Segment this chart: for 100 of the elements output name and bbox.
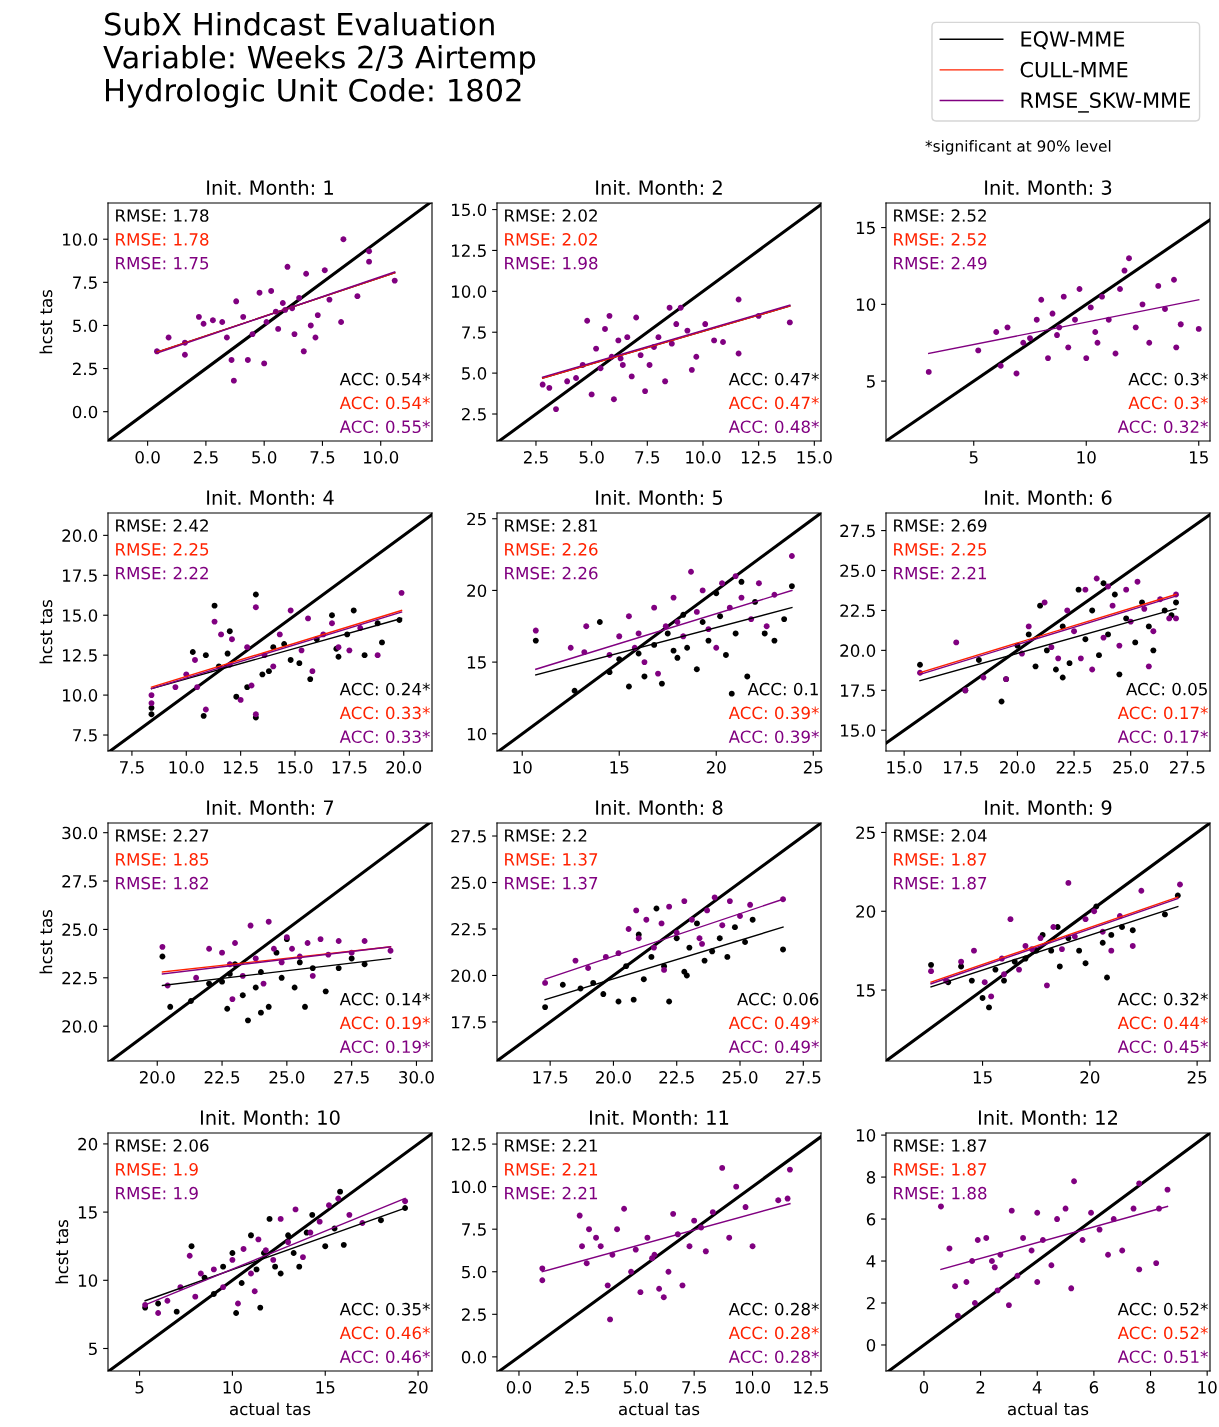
y-tick-label: 4: [866, 1255, 876, 1268]
x-tick-label: 0.0: [135, 451, 160, 464]
y-axis-title: hcst tas: [39, 289, 53, 354]
x-tick-label: 10: [1198, 1381, 1217, 1394]
y-tick-label: 15: [78, 1206, 97, 1219]
annotation: RMSE: 2.04: [894, 829, 987, 842]
annotation: RMSE: 1.37: [505, 853, 598, 866]
y-tick-label: 17.5: [841, 684, 875, 697]
chart-title: Init. Month: 11: [589, 1109, 729, 1125]
annotation: ACC: 0.17*: [1117, 730, 1208, 744]
annotation: ACC: 0.51*: [1117, 1350, 1208, 1364]
annotation: ACC: 0.05: [1126, 682, 1207, 696]
annotation: RMSE: 1.78: [116, 209, 209, 222]
y-tick-label: 2.5: [461, 407, 486, 421]
y-tick-label: 10.0: [63, 233, 98, 246]
x-tick-label: 25.0: [1113, 761, 1149, 774]
annotation: RMSE: 2.81: [505, 519, 598, 532]
x-tick-label: 15.0: [887, 761, 922, 774]
x-tick-label: 20.0: [1000, 761, 1035, 774]
annotation: RMSE: 1.85: [116, 853, 209, 866]
annotation: RMSE: 1.78: [116, 233, 209, 246]
x-tick-label: 17.5: [332, 761, 367, 774]
annotation: RMSE: 2.22: [116, 566, 208, 580]
chart-title: Init. Month: 1: [207, 179, 333, 195]
annotation: RMSE: 1.75: [116, 256, 209, 270]
legend-label: CULL-MME: [1020, 61, 1128, 78]
y-tick-label: 15.0: [452, 203, 487, 217]
y-tick-label: 27.5: [840, 524, 875, 538]
annotation: RMSE: 2.21: [505, 1163, 598, 1176]
y-tick-label: 25.0: [62, 923, 98, 936]
annotation: RMSE: 1.87: [894, 1163, 987, 1176]
annotation: ACC: 0.47*: [728, 396, 819, 410]
y-tick-label: 20: [467, 584, 487, 597]
annotation: ACC: 0.49*: [728, 1016, 819, 1030]
x-tick-label: 12.5: [794, 1381, 829, 1394]
x-tick-label: 15: [973, 1071, 992, 1084]
y-tick-label: 7.5: [73, 276, 97, 289]
y-tick-label: 22.5: [62, 971, 97, 985]
x-tick-label: 27.5: [334, 1071, 369, 1084]
chart-title: Init. Month: 3: [985, 179, 1112, 195]
annotation: ACC: 0.28*: [728, 1326, 819, 1340]
y-tick-label: 22.5: [451, 922, 486, 936]
x-tick-label: 25: [1187, 1071, 1207, 1084]
y-tick-label: 7.5: [73, 729, 97, 742]
y-tick-label: 5: [88, 1342, 97, 1356]
x-tick-label: 0.0: [506, 1381, 532, 1394]
annotation: RMSE: 2.69: [894, 519, 987, 532]
x-tick-label: 15.0: [278, 761, 313, 774]
annotation: RMSE: 1.87: [894, 876, 987, 890]
annotation: RMSE: 1.87: [894, 1139, 987, 1152]
y-axis-title: hcst tas: [39, 599, 53, 664]
y-tick-label: 2: [866, 1296, 875, 1310]
x-tick-label: 27.5: [785, 1071, 821, 1084]
annotation: RMSE: 1.82: [116, 876, 208, 890]
y-tick-label: 2.5: [461, 1308, 486, 1321]
x-tick-label: 5.0: [579, 451, 604, 464]
annotation: RMSE: 2.52: [894, 209, 986, 222]
annotation: RMSE: 2.26: [505, 543, 598, 556]
chart-title: Init. Month: 9: [985, 799, 1112, 815]
annotation: ACC: 0.55*: [339, 420, 430, 434]
annotation: ACC: 0.52*: [1117, 1302, 1208, 1316]
y-tick-label: 27.5: [62, 875, 97, 888]
y-tick-label: 20.0: [62, 1020, 98, 1033]
annotation: ACC: 0.32*: [1117, 992, 1208, 1006]
chart-title: Init. Month: 4: [207, 489, 334, 505]
annotation: ACC: 0.54*: [339, 372, 430, 386]
y-tick-label: 5.0: [73, 319, 98, 333]
y-tick-label: 20.0: [840, 644, 876, 657]
chart-title: Init. Month: 2: [596, 179, 722, 195]
annotation: RMSE: 2.02: [505, 233, 597, 246]
x-tick-label: 10: [513, 761, 532, 774]
legend-label: EQW-MME: [1021, 31, 1125, 50]
y-axis-title: hcst tas: [39, 909, 53, 974]
x-tick-label: 10.0: [169, 761, 204, 774]
y-tick-label: 6: [866, 1213, 876, 1226]
x-tick-label: 20.0: [386, 761, 422, 774]
annotation: RMSE: 1.87: [894, 853, 987, 866]
annotation: RMSE: 1.9: [116, 1186, 198, 1200]
x-tick-label: 25: [803, 761, 823, 774]
annotation: ACC: 0.46*: [339, 1350, 430, 1364]
annotation: RMSE: 1.98: [505, 256, 598, 270]
x-tick-label: 10.0: [735, 1381, 770, 1394]
annotation: RMSE: 2.42: [116, 519, 208, 532]
y-tick-label: 10: [856, 298, 876, 311]
chart-title: Init. Month: 7: [207, 799, 334, 815]
y-tick-label: 0: [866, 1338, 876, 1352]
annotation: ACC: 0.17*: [1117, 706, 1208, 720]
x-tick-label: 5: [969, 451, 978, 464]
x-tick-label: 15: [316, 1381, 335, 1394]
annotation: ACC: 0.52*: [1117, 1326, 1208, 1340]
annotation: ACC: 0.32*: [1117, 420, 1208, 434]
annotation: ACC: 0.39*: [728, 730, 819, 744]
y-tick-label: 5: [866, 375, 875, 388]
y-tick-label: 12.5: [452, 1138, 486, 1151]
annotation: ACC: 0.28*: [728, 1350, 819, 1364]
x-tick-label: 7.5: [635, 451, 660, 464]
x-tick-label: 7.5: [120, 761, 144, 774]
y-tick-label: 15: [856, 221, 875, 235]
y-tick-label: 7.5: [462, 1223, 486, 1236]
x-tick-label: 25.0: [722, 1071, 758, 1084]
